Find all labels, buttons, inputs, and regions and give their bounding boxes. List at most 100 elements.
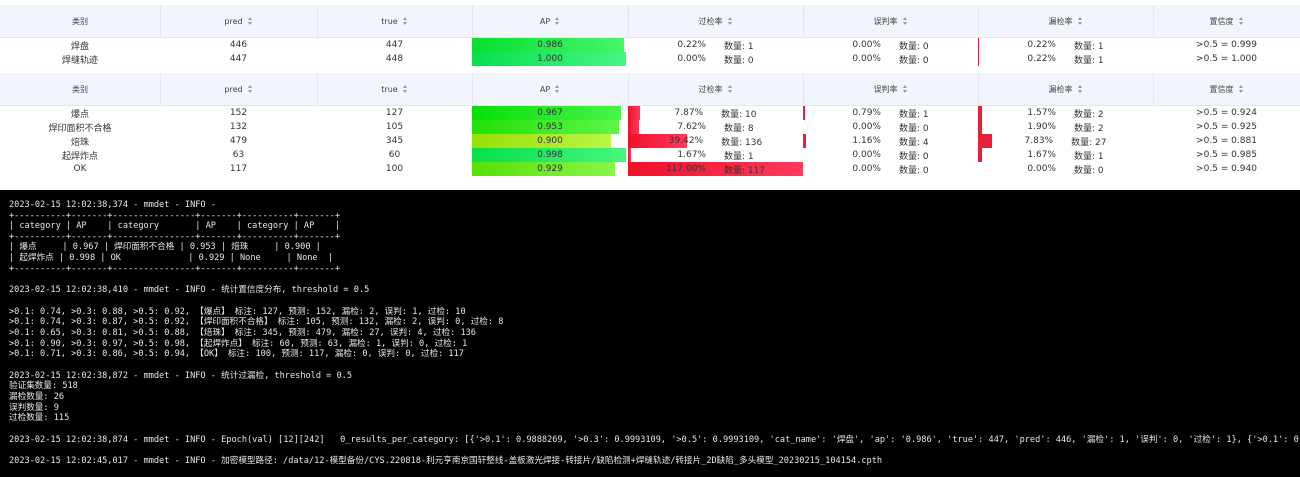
- log-block: 2023-02-15 12:02:38,374 - mmdet - INFO -…: [9, 200, 1300, 274]
- mis-count: 数量: 0: [898, 165, 929, 176]
- over-cell: 7.62% 数量: 8: [628, 120, 803, 134]
- table-row: 焙珠 479 345 0.900 39.42% 数量: 136 1.16% 数量: 4 7.83…: [0, 134, 1300, 148]
- ap-bar: [472, 38, 624, 52]
- sort-icon[interactable]: [555, 85, 560, 93]
- column-header: 漏检率: [978, 5, 1154, 37]
- header-label: 漏检率: [1048, 16, 1073, 26]
- log-line: >0.1: 0.71, >0.3: 0.86, >0.5: 0.94, 【OK】…: [9, 349, 464, 360]
- header-label: 误判率: [873, 16, 898, 26]
- column-header: 误判率: [803, 5, 979, 37]
- true-cell: 105: [385, 122, 404, 132]
- pred-cell: 447: [229, 54, 248, 64]
- log-line: | 爆点 | 0.967 | 焊印面积不合格 | 0.953 | 焙珠 | 0.…: [9, 242, 321, 253]
- log-block: 2023-02-15 12:02:38,872 - mmdet - INFO -…: [9, 371, 1300, 424]
- log-line: | category | AP | category | AP | catego…: [9, 221, 341, 232]
- header-row: 类别 pred true AP 过检率 误判率 漏检率 置信度: [0, 73, 1300, 106]
- sort-icon[interactable]: [1238, 85, 1244, 93]
- column-header: 置信度: [1153, 73, 1300, 105]
- over-rate: 7.62%: [677, 122, 706, 132]
- sort-icon[interactable]: [555, 17, 560, 25]
- ap-cell: 0.986: [472, 38, 628, 52]
- column-header: true: [317, 5, 473, 37]
- ap-bar: [472, 52, 626, 66]
- mis-count: 数量: 0: [898, 151, 929, 162]
- true-cell: 447: [385, 40, 404, 50]
- category-cell: 焊缝轨迹: [61, 55, 98, 66]
- mis-bar: [803, 134, 806, 148]
- column-header: pred: [160, 5, 318, 37]
- mis-rate: 0.00%: [852, 40, 881, 50]
- over-bar: [628, 162, 803, 176]
- miss-rate: 1.67%: [1027, 150, 1056, 160]
- over-bar: [628, 148, 631, 162]
- conf-cell: >0.5 = 1.000: [1196, 54, 1257, 64]
- sort-icon[interactable]: [402, 85, 408, 93]
- miss-bar: [978, 134, 992, 148]
- over-count: 数量: 8: [723, 123, 754, 134]
- log-line: 过检数量: 115: [9, 413, 70, 424]
- sort-icon[interactable]: [1077, 85, 1083, 93]
- category-cell: 焊印面积不合格: [48, 123, 112, 134]
- mis-rate: 0.00%: [852, 150, 881, 160]
- header-label: AP: [539, 16, 551, 26]
- log-line: 2023-02-15 12:02:45,017 - mmdet - INFO -…: [9, 456, 883, 467]
- category-cell: 焊盘: [70, 41, 89, 52]
- over-cell: 1.67% 数量: 1: [628, 148, 803, 162]
- mis-cell: 1.16% 数量: 4: [803, 134, 978, 148]
- miss-rate: 1.90%: [1027, 122, 1056, 132]
- true-cell: 127: [385, 108, 404, 118]
- over-bar: [628, 120, 640, 134]
- true-cell: 345: [385, 136, 404, 146]
- miss-rate: 0.22%: [1027, 54, 1056, 64]
- over-count: 数量: 117: [723, 165, 766, 176]
- mis-count: 数量: 0: [898, 41, 929, 52]
- log-line: >0.1: 0.74, >0.3: 0.87, >0.5: 0.92, 【焊印面…: [9, 317, 504, 328]
- conf-cell: >0.5 = 0.924: [1196, 108, 1257, 118]
- column-header: 漏检率: [978, 73, 1154, 105]
- true-cell: 60: [388, 150, 401, 160]
- sort-icon[interactable]: [727, 85, 733, 93]
- conf-cell: >0.5 = 0.985: [1196, 150, 1257, 160]
- ap-bar: [472, 106, 621, 120]
- sort-icon[interactable]: [1077, 17, 1083, 25]
- sort-icon[interactable]: [902, 17, 908, 25]
- log-line: | 起焊炸点 | 0.998 | OK | 0.929 | None | Non…: [9, 252, 334, 263]
- header-label: 过检率: [698, 16, 723, 26]
- log-line: +----------+-------+----------------+---…: [9, 231, 341, 242]
- over-rate: 1.67%: [677, 150, 706, 160]
- ap-bar: [472, 134, 611, 148]
- mis-rate: 1.16%: [852, 136, 881, 146]
- log-line: >0.1: 0.65, >0.3: 0.81, >0.5: 0.88, 【焙珠】…: [9, 327, 476, 338]
- miss-count: 数量: 27: [1071, 137, 1107, 148]
- column-header: true: [317, 73, 473, 105]
- log-line: 漏检数量: 26: [9, 391, 65, 402]
- ap-cell: 0.929: [472, 162, 628, 176]
- sort-icon[interactable]: [902, 85, 908, 93]
- sort-icon[interactable]: [247, 17, 253, 25]
- column-header: 误判率: [803, 73, 979, 105]
- ap-value: 0.998: [537, 150, 563, 160]
- log-block: >0.1: 0.74, >0.3: 0.88, >0.5: 0.92, 【爆点】…: [9, 307, 1300, 360]
- log-line: >0.1: 0.90, >0.3: 0.97, >0.5: 0.98, 【起焊炸…: [9, 338, 468, 349]
- miss-bar: [978, 148, 982, 162]
- category-cell: OK: [73, 164, 87, 174]
- sort-icon[interactable]: [402, 17, 408, 25]
- log-line: 2023-02-15 12:02:38,874 - mmdet - INFO -…: [9, 434, 1300, 445]
- sort-icon[interactable]: [1238, 17, 1244, 25]
- log-line: >0.1: 0.74, >0.3: 0.88, >0.5: 0.92, 【爆点】…: [9, 306, 466, 317]
- miss-rate: 0.00%: [1027, 164, 1056, 174]
- conf-cell: >0.5 = 0.940: [1196, 164, 1257, 174]
- terminal: 2023-02-15 12:02:38,374 - mmdet - INFO -…: [0, 190, 1300, 477]
- sort-icon[interactable]: [247, 85, 253, 93]
- mis-rate: 0.79%: [852, 108, 881, 118]
- conf-cell: >0.5 = 0.999: [1196, 40, 1257, 50]
- header-label: pred: [224, 84, 243, 94]
- mis-count: 数量: 0: [898, 55, 929, 66]
- conf-cell: >0.5 = 0.925: [1196, 122, 1257, 132]
- header-label: true: [381, 16, 398, 26]
- over-count: 数量: 136: [721, 137, 763, 148]
- sort-icon[interactable]: [727, 17, 733, 25]
- ap-cell: 0.967: [472, 106, 628, 120]
- ap-bar: [472, 148, 626, 162]
- miss-count: 数量: 1: [1073, 41, 1104, 52]
